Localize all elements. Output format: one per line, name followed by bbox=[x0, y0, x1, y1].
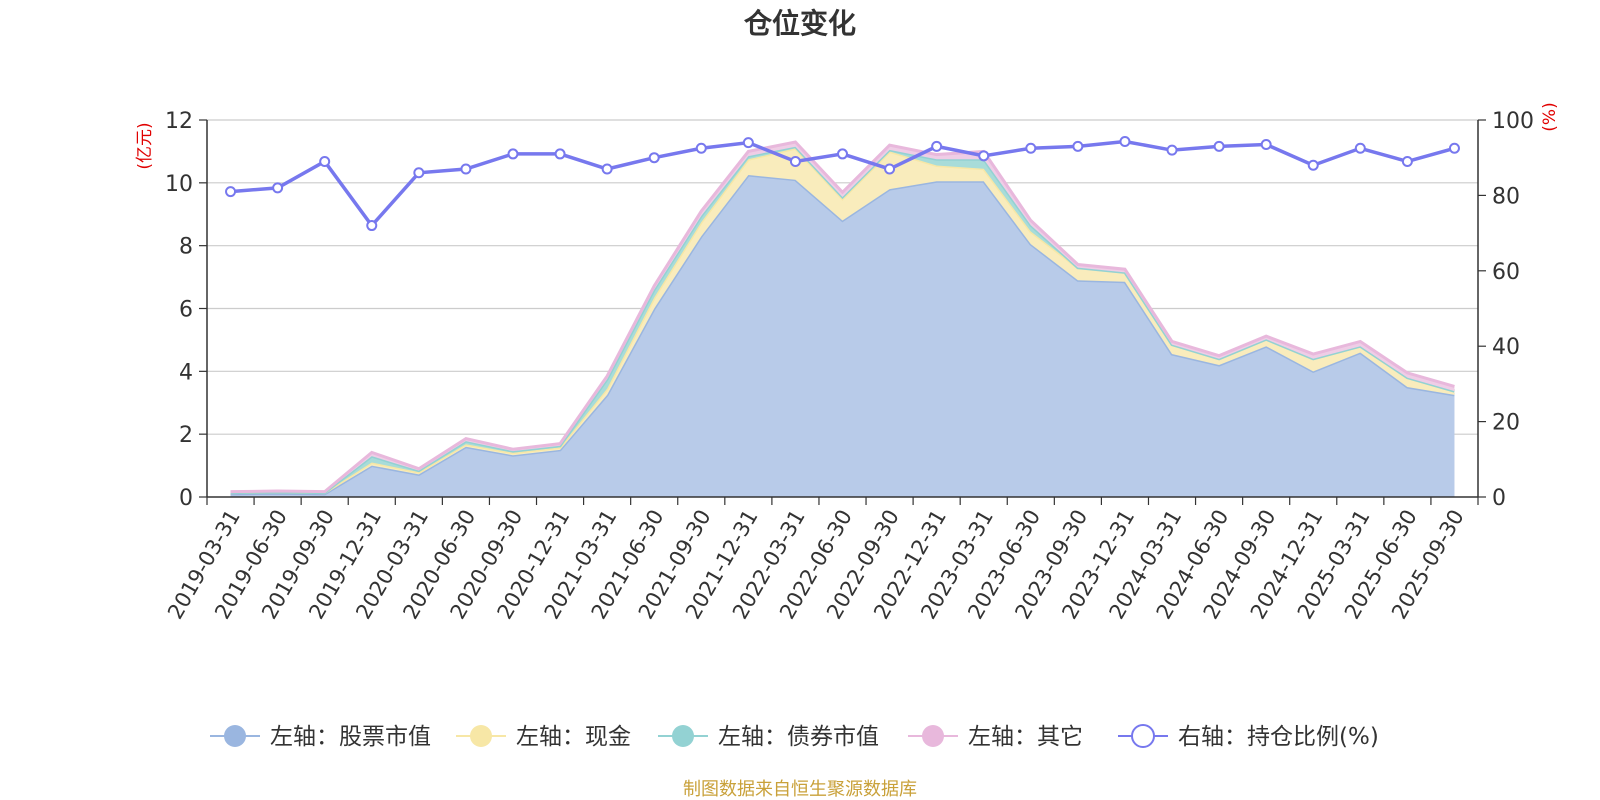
left-tick-label: 6 bbox=[179, 298, 193, 323]
ratio-point bbox=[1260, 139, 1272, 151]
legend-label: 左轴：股票市值 bbox=[270, 724, 431, 750]
legend-marker bbox=[672, 725, 694, 747]
x-axis-labels: 2019-03-312019-06-302019-09-302019-12-31… bbox=[163, 506, 1469, 624]
ratio-point bbox=[695, 142, 707, 154]
legend-item-5[interactable]: 右轴：持仓比例(%) bbox=[1118, 724, 1379, 750]
right-tick-label: 80 bbox=[1492, 184, 1520, 209]
ratio-point bbox=[1307, 159, 1319, 171]
stacked-areas bbox=[230, 140, 1455, 497]
left-tick-label: 8 bbox=[179, 235, 193, 260]
legend-label: 左轴：债券市值 bbox=[718, 724, 879, 750]
ratio-point bbox=[931, 140, 943, 152]
axes: 0 2 4 6 8 10 12 0 20 40 60 80 100 bbox=[165, 109, 1534, 511]
ratio-point bbox=[1354, 142, 1366, 154]
legend-marker bbox=[470, 725, 492, 747]
ratio-point bbox=[1072, 140, 1084, 152]
left-tick-label: 4 bbox=[179, 360, 193, 385]
ratio-point bbox=[225, 186, 237, 198]
ratio-point bbox=[1448, 142, 1460, 154]
ratio-point bbox=[648, 152, 660, 164]
legend-marker bbox=[922, 725, 944, 747]
legend-item-1[interactable]: 左轴：股票市值 bbox=[210, 724, 431, 750]
data-source-note: 制图数据来自恒生聚源数据库 bbox=[683, 779, 917, 800]
legend-item-4[interactable]: 左轴：其它 bbox=[908, 724, 1083, 750]
legend-label: 左轴：其它 bbox=[968, 724, 1083, 750]
ratio-point bbox=[366, 220, 378, 232]
legend-item-2[interactable]: 左轴：现金 bbox=[456, 724, 631, 750]
ratio-point bbox=[507, 148, 519, 160]
legend-label: 左轴：现金 bbox=[516, 724, 631, 750]
ratio-point bbox=[272, 182, 284, 194]
left-axis-unit: (亿元) bbox=[135, 122, 155, 169]
ratio-point bbox=[978, 150, 990, 162]
area-series-1 bbox=[230, 174, 1455, 497]
area-series-2 bbox=[230, 148, 1455, 494]
right-tick-label: 0 bbox=[1492, 486, 1506, 511]
ratio-point bbox=[554, 148, 566, 160]
ratio-point bbox=[742, 137, 754, 149]
ratio-point bbox=[413, 167, 425, 179]
ratio-point bbox=[319, 155, 331, 167]
right-tick-label: 40 bbox=[1492, 335, 1520, 360]
ratio-point bbox=[460, 163, 472, 175]
chart-title: 仓位变化 bbox=[744, 7, 856, 40]
ratio-point bbox=[1213, 140, 1225, 152]
right-tick-label: 60 bbox=[1492, 260, 1520, 285]
legend-marker bbox=[1131, 724, 1155, 748]
right-tick-label: 100 bbox=[1492, 109, 1534, 134]
ratio-line-series bbox=[225, 135, 1460, 232]
right-tick-label: 20 bbox=[1492, 411, 1520, 436]
ratio-point bbox=[1401, 155, 1413, 167]
ratio-point bbox=[884, 163, 896, 175]
left-tick-label: 2 bbox=[179, 423, 193, 448]
legend-marker bbox=[224, 725, 246, 747]
right-axis-unit: (%) bbox=[1540, 102, 1560, 131]
ratio-point bbox=[1166, 144, 1178, 156]
area-series-line-4 bbox=[230, 140, 1455, 494]
legend-item-3[interactable]: 左轴：债券市值 bbox=[658, 724, 879, 750]
legend[interactable]: 左轴：股票市值 左轴：现金 左轴：债券市值 左轴：其它 右轴：持仓比例(%) bbox=[210, 724, 1379, 750]
legend-label: 右轴：持仓比例(%) bbox=[1178, 724, 1379, 750]
ratio-point bbox=[1025, 142, 1037, 154]
ratio-point bbox=[601, 163, 613, 175]
left-tick-label: 0 bbox=[179, 486, 193, 511]
left-tick-label: 12 bbox=[165, 109, 193, 134]
ratio-point bbox=[837, 148, 848, 160]
ratio-point bbox=[789, 155, 801, 167]
left-tick-label: 10 bbox=[165, 172, 193, 197]
ratio-point bbox=[1119, 135, 1131, 147]
